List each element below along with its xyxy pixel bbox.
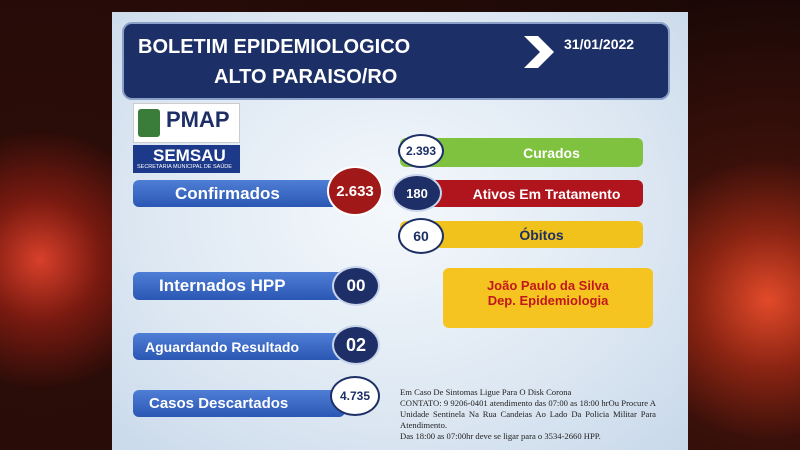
pending-value: 02 (332, 325, 380, 365)
contact-line: CONTATO: 9 9206-0401 atendimento das 07:… (400, 398, 656, 430)
responsible-name: João Paulo da Silva (486, 278, 610, 293)
contact-line: Das 18:00 as 07:00hr deve se ligar para … (400, 431, 601, 441)
pending-bar: Aguardando Resultado (133, 333, 345, 360)
logo-text: PMAP (166, 107, 230, 132)
recovered-value: 2.393 (398, 134, 444, 168)
background-right (688, 0, 800, 450)
active-value: 180 (392, 174, 442, 212)
hospitalized-bar: Internados HPP (133, 272, 345, 300)
logo-pmap: PMAP (133, 103, 240, 143)
logo-text: SEMSAU (153, 146, 226, 165)
deaths-value: 60 (398, 218, 444, 254)
emblem (138, 109, 160, 137)
responsible-box: João Paulo da Silva Dep. Epidemiologia (443, 268, 653, 328)
title-line: ALTO PARAISO/RO (214, 66, 398, 88)
responsible-role: Dep. Epidemiologia (487, 293, 609, 308)
hospitalized-value: 00 (332, 266, 380, 306)
title-line: BOLETIM EPIDEMIOLOGICO (138, 36, 411, 58)
contact-line: Em Caso De Sintomas Ligue Para O Disk Co… (400, 387, 572, 397)
date: 31/01/2022 (564, 36, 635, 52)
logo-semsau: SEMSAU SECRETARIA MUNICIPAL DE SAÚDE (133, 145, 240, 173)
confirmed-bar: Confirmados (133, 180, 365, 207)
contact-info: Em Caso De Sintomas Ligue Para O Disk Co… (400, 387, 656, 442)
chevron (524, 36, 554, 68)
logo-subtext: SECRETARIA MUNICIPAL DE SAÚDE (137, 164, 232, 170)
confirmed-value: 2.633 (327, 166, 383, 216)
discarded-value: 4.735 (330, 376, 380, 416)
header: BOLETIM EPIDEMIOLOGICO ALTO PARAISO/RO 3… (122, 22, 670, 100)
discarded-bar: Casos Descartados (133, 390, 345, 417)
